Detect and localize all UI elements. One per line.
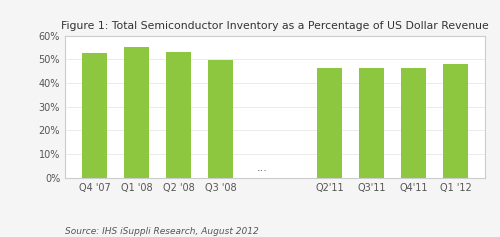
Bar [166, 52, 191, 178]
Bar [82, 53, 107, 178]
Text: ...: ... [257, 163, 268, 173]
Bar [124, 47, 149, 178]
Bar [443, 64, 468, 178]
Title: Figure 1: Total Semiconductor Inventory as a Percentage of US Dollar Revenue: Figure 1: Total Semiconductor Inventory … [61, 21, 489, 31]
Bar [208, 60, 233, 178]
Text: Source: IHS iSuppli Research, August 2012: Source: IHS iSuppli Research, August 201… [65, 227, 259, 236]
Bar [317, 68, 342, 178]
Bar [401, 68, 426, 178]
Bar [359, 68, 384, 178]
